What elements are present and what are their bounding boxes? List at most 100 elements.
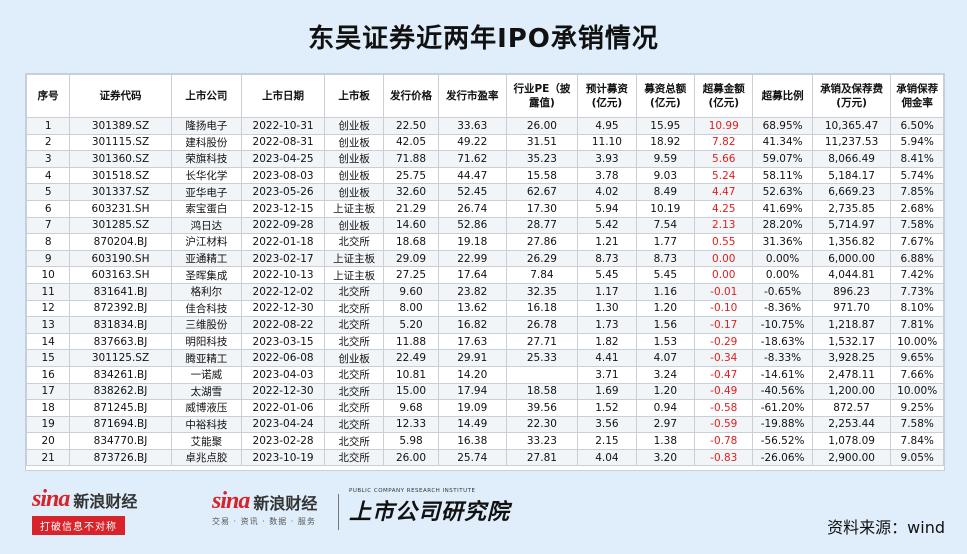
table-cell: 8.73 xyxy=(577,249,637,268)
table-cell: 831834.BJ xyxy=(69,316,172,334)
table-cell: 上证主板 xyxy=(323,249,385,268)
table-cell: 明阳科技 xyxy=(170,332,243,351)
table-cell: 5.94% xyxy=(890,133,944,152)
table-cell: 15.58 xyxy=(505,166,579,185)
table-cell: 长华化学 xyxy=(170,166,243,185)
table-row: 12 872392.BJ 佳合科技 2022-12-30 北交所 8.00 13.62 16.… xyxy=(25,299,944,318)
table-cell: 42.05 xyxy=(383,133,439,152)
table-cell: 0.00 xyxy=(694,266,754,284)
table-cell: 15.00 xyxy=(383,382,439,401)
table-cell: 1,078.09 xyxy=(811,432,892,450)
table-cell: 荣旗科技 xyxy=(170,150,243,168)
table-cell: 21 xyxy=(25,448,71,467)
table-cell: 北交所 xyxy=(323,316,385,334)
table-cell: 52.63% xyxy=(752,183,813,201)
table-cell: 2023-04-24 xyxy=(241,415,325,434)
table-row: 2 301115.SZ 建科股份 2022-08-31 创业板 42.05 49.22 31.… xyxy=(25,133,944,152)
ipo-table: 序号 证券代码 上市公司 上市日期 上市板 发行价格 发行市盈率 行业PE（披 露值) 预计募资… xyxy=(25,74,944,467)
table-cell: 创业板 xyxy=(323,117,385,135)
table-cell: 26.74 xyxy=(437,199,507,218)
table-cell: 22.30 xyxy=(505,415,579,434)
table-cell: 1,356.82 xyxy=(811,233,892,251)
table-cell: 19 xyxy=(25,415,71,434)
table-cell: 腾亚精工 xyxy=(170,349,243,367)
table-cell: 22.99 xyxy=(437,249,507,268)
table-row: 16 834261.BJ 一诺威 2023-04-03 北交所 10.81 14.20 3.7… xyxy=(25,365,944,384)
column-header: 发行市盈率 xyxy=(437,74,507,118)
table-cell: 3.20 xyxy=(635,448,696,467)
table-cell: 603163.SH xyxy=(69,266,172,284)
column-header: 序号 xyxy=(25,74,71,118)
table-cell: 71.88 xyxy=(383,150,439,168)
table-cell: 21.29 xyxy=(383,199,439,218)
table-cell: 创业板 xyxy=(323,349,385,367)
ipo-table-container: 序号 证券代码 上市公司 上市日期 上市板 发行价格 发行市盈率 行业PE（披 露值) 预计募资… xyxy=(25,73,945,471)
table-header-row: 序号 证券代码 上市公司 上市日期 上市板 发行价格 发行市盈率 行业PE（披 露值) 预计募资… xyxy=(25,74,944,118)
table-cell: 834770.BJ xyxy=(69,432,172,450)
sina-logo-word-2: sina xyxy=(212,488,250,514)
table-cell: 5.20 xyxy=(383,316,439,334)
table-cell: 18.58 xyxy=(505,382,579,401)
table-cell: 17.94 xyxy=(437,382,507,401)
table-cell: 2023-05-26 xyxy=(241,183,325,201)
table-cell: 44.47 xyxy=(437,166,507,185)
page-title: 东吴证券近两年IPO承销情况 xyxy=(308,24,659,54)
table-cell: 11 xyxy=(25,282,71,301)
table-cell: 4.02 xyxy=(577,183,637,201)
table-cell: 2,735.85 xyxy=(811,199,892,218)
table-cell: 32.60 xyxy=(383,183,439,201)
table-cell: 1.82 xyxy=(577,332,637,351)
table-cell: 9 xyxy=(25,249,71,268)
column-header: 承销及保荐费 (万元) xyxy=(811,74,892,118)
table-cell: 41.69% xyxy=(752,199,813,218)
table-cell: 1 xyxy=(25,117,71,135)
table-cell: 5.94 xyxy=(577,199,637,218)
table-cell: 三维股份 xyxy=(170,316,243,334)
table-cell: 5,714.97 xyxy=(811,216,892,235)
table-cell: 68.95% xyxy=(752,117,813,135)
table-row: 15 301125.SZ 腾亚精工 2022-06-08 创业板 22.49 29.91 25… xyxy=(25,349,944,367)
column-header: 发行价格 xyxy=(383,74,439,118)
logo-divider xyxy=(338,494,339,530)
table-cell: 7 xyxy=(25,216,71,235)
table-cell: 1.20 xyxy=(635,299,696,318)
table-cell: 北交所 xyxy=(323,399,385,417)
table-cell: 59.07% xyxy=(752,150,813,168)
table-row: 19 871694.BJ 中裕科技 2023-04-24 北交所 12.33 14.49 22… xyxy=(25,415,944,434)
table-cell: 872392.BJ xyxy=(69,299,172,318)
table-cell: 301518.SZ xyxy=(69,166,172,185)
column-header: 承销保荐 佣金率 xyxy=(890,74,944,118)
table-cell: 0.94 xyxy=(635,399,696,417)
table-cell: 1.16 xyxy=(635,282,696,301)
table-cell: 7.67% xyxy=(890,233,944,251)
table-cell: -0.01 xyxy=(694,282,754,301)
table-cell: 1.38 xyxy=(635,432,696,450)
table-cell: 11,237.53 xyxy=(811,133,892,152)
table-cell: 7.66% xyxy=(890,365,944,384)
table-cell: 301125.SZ xyxy=(69,349,172,367)
table-cell: 4.25 xyxy=(694,199,754,218)
table-cell: 16.38 xyxy=(437,432,507,450)
table-cell: 1.20 xyxy=(635,382,696,401)
column-header: 上市公司 xyxy=(170,74,243,118)
table-cell: 格利尔 xyxy=(170,282,243,301)
table-cell: 1,200.00 xyxy=(811,382,892,401)
table-cell: 10.19 xyxy=(635,199,696,218)
table-cell: 6.88% xyxy=(890,249,944,268)
table-cell: -19.88% xyxy=(752,415,813,434)
table-cell: 亚通精工 xyxy=(170,249,243,268)
table-cell: 2.68% xyxy=(890,199,944,218)
table-cell: 27.86 xyxy=(505,233,579,251)
table-cell: 22.50 xyxy=(383,117,439,135)
table-cell: 创业板 xyxy=(323,216,385,235)
table-cell: 2.15 xyxy=(577,432,637,450)
table-cell: 12 xyxy=(25,299,71,318)
table-cell: 2022-01-06 xyxy=(241,399,325,417)
research-institute-logo: PUBLIC COMPANY RESEARCH INSTITUTE 上市公司研究… xyxy=(349,488,510,526)
table-cell: 17 xyxy=(25,382,71,401)
table-cell: 2023-04-25 xyxy=(241,150,325,168)
table-cell: 52.86 xyxy=(437,216,507,235)
column-header: 行业PE（披 露值) xyxy=(505,74,579,118)
table-cell: 1.53 xyxy=(635,332,696,351)
table-cell: 2022-12-02 xyxy=(241,282,325,301)
